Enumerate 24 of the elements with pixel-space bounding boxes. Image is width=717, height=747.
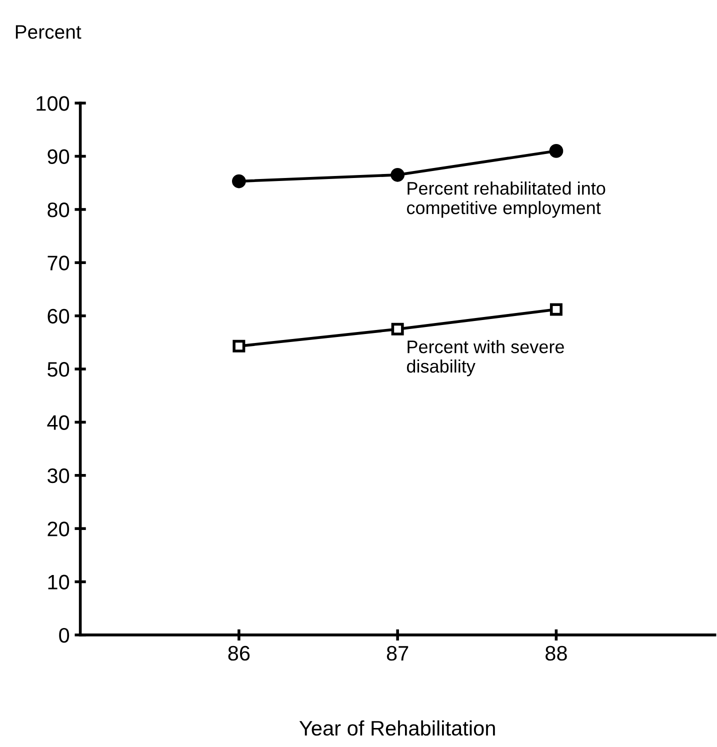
series-label: Percent with severe disability bbox=[406, 340, 564, 376]
x-tick-label: 88 bbox=[546, 646, 567, 661]
series-label: Percent rehabilitated into competitive employment bbox=[406, 182, 606, 218]
x-tick-label: 87 bbox=[386, 646, 408, 661]
y-tick-label: 100 bbox=[36, 96, 70, 111]
x-tick-label: 86 bbox=[228, 646, 250, 661]
y-tick-label: 80 bbox=[48, 202, 70, 218]
y-tick-label: 30 bbox=[48, 468, 70, 484]
y-tick-label: 20 bbox=[48, 522, 70, 536]
y-tick-label: 60 bbox=[48, 308, 70, 324]
y-tick-label: 40 bbox=[47, 415, 70, 430]
point bbox=[232, 174, 246, 188]
point bbox=[550, 303, 562, 316]
y-tick-label: 10 bbox=[48, 574, 70, 590]
point bbox=[232, 340, 246, 352]
y-axis-title: Percent bbox=[16, 25, 82, 39]
y-tick-label: 0 bbox=[59, 628, 70, 643]
y-tick-label: 90 bbox=[48, 149, 70, 164]
point bbox=[549, 144, 564, 158]
point bbox=[391, 322, 404, 336]
y-tick-label: 50 bbox=[48, 362, 70, 377]
point bbox=[390, 168, 405, 182]
y-tick-label: 70 bbox=[48, 256, 70, 270]
x-axis-title: Year of Rehabilitation bbox=[299, 720, 495, 736]
